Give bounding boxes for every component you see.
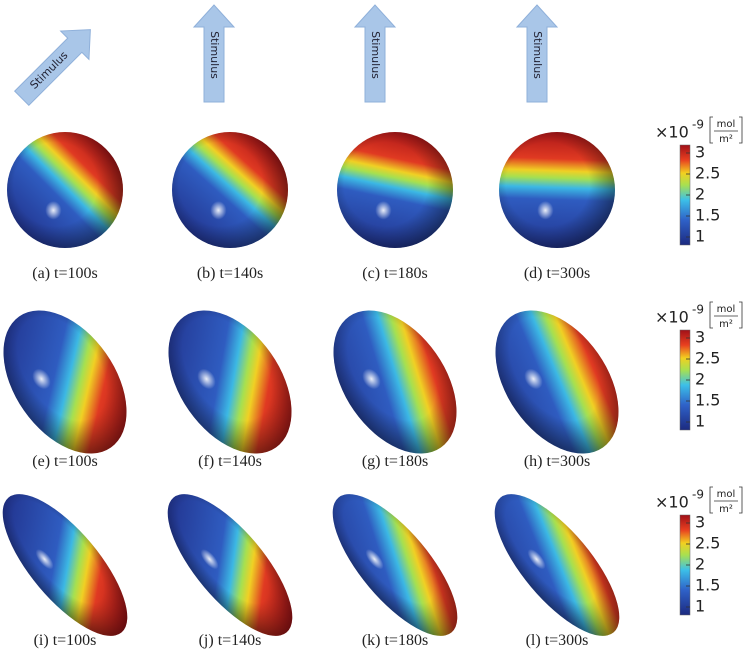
arrow-label: Stimulus	[369, 31, 382, 79]
cell-shape	[167, 494, 293, 636]
unit-num: mol	[717, 489, 736, 500]
panel-caption: (i) t=100s	[34, 632, 97, 649]
panel-caption: (a) t=100s	[32, 265, 97, 282]
cell-shape	[172, 132, 288, 248]
cell-shape	[3, 310, 127, 454]
panel-caption: (d) t=300s	[524, 265, 590, 282]
colorbar-tick: 2.5	[695, 164, 720, 183]
panel-caption: (g) t=180s	[362, 453, 428, 470]
panel-caption: (h) t=300s	[524, 453, 590, 470]
colorbar-tick: 1	[695, 412, 705, 431]
panel-caption: (k) t=180s	[362, 632, 428, 649]
colorbar-tick: 2.5	[695, 349, 720, 368]
cell-shape	[168, 310, 292, 454]
panel-caption: (c) t=180s	[362, 265, 427, 282]
colorbar-tick: 2	[695, 370, 705, 389]
colorbar-tick: 2	[695, 555, 705, 574]
colorbar-exponent: -9	[692, 303, 704, 317]
panel-caption: (b) t=140s	[197, 265, 263, 282]
stimulus-arrow: Stimulus	[192, 4, 236, 103]
panel-caption: (e) t=100s	[32, 453, 97, 470]
arrow-label: Stimulus	[208, 31, 221, 79]
cell-shape	[7, 132, 123, 248]
colorbar-tick: 3	[695, 513, 705, 532]
colorbar-tick: 1	[695, 597, 705, 616]
colorbar-tick: 1	[695, 227, 705, 246]
stimulus-arrow: Stimulus	[13, 29, 91, 107]
colorbar-tick: 2.5	[695, 534, 720, 553]
cell-shape	[495, 310, 619, 454]
unit-den: m²	[719, 319, 733, 330]
colorbar-tick: 1.5	[695, 206, 720, 225]
unit-den: m²	[719, 134, 733, 145]
panel-caption: (l) t=300s	[526, 632, 589, 649]
stimulus-arrow: Stimulus	[515, 4, 559, 103]
cell-shape	[337, 132, 453, 248]
unit-num: mol	[717, 119, 736, 130]
colorbar-scale: ×10	[655, 123, 689, 142]
colorbar-tick: 3	[695, 328, 705, 347]
colorbar-tick: 1.5	[695, 391, 720, 410]
colorbar-scale: ×10	[655, 493, 689, 512]
cell-shape	[333, 310, 457, 454]
cell-shape	[499, 132, 615, 248]
cell-shape	[332, 494, 458, 636]
colorbar-tick: 1.5	[695, 576, 720, 595]
colorbar-tick: 2	[695, 185, 705, 204]
panel-caption: (f) t=140s	[198, 453, 262, 470]
colorbar-exponent: -9	[692, 118, 704, 132]
cell-shape	[494, 494, 620, 636]
stimulus-arrow: Stimulus	[353, 4, 397, 103]
unit-den: m²	[719, 504, 733, 515]
colorbar-exponent: -9	[692, 488, 704, 502]
unit-num: mol	[717, 304, 736, 315]
cell-shape	[2, 494, 128, 636]
colorbar-tick: 3	[695, 143, 705, 162]
panel-caption: (j) t=140s	[199, 632, 262, 649]
arrow-label: Stimulus	[531, 31, 544, 79]
colorbar-scale: ×10	[655, 308, 689, 327]
